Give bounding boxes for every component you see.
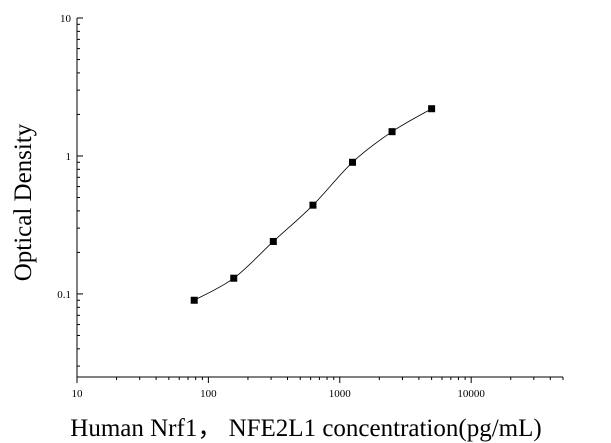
x-tick-label: 10 <box>72 388 84 400</box>
data-point <box>309 201 317 209</box>
data-point <box>349 158 357 166</box>
data-point <box>190 296 198 304</box>
x-axis-title: Human Nrf1， NFE2L1 concentration(pg/mL) <box>70 415 541 442</box>
data-point <box>230 274 238 282</box>
y-tick-label: 10 <box>60 13 72 25</box>
x-tick-label: 100 <box>200 388 217 400</box>
data-point <box>388 128 396 136</box>
y-axis-title: Optical Density <box>10 123 37 281</box>
ticks: 10 100 1000 10000 0.1 1 10 <box>57 13 564 400</box>
x-tick-label: 10000 <box>457 388 485 400</box>
y-tick-label: 1 <box>66 151 72 163</box>
data-point <box>269 237 277 245</box>
data-points <box>190 105 436 304</box>
x-tick-label: 1000 <box>329 388 352 400</box>
data-point <box>428 105 436 113</box>
y-tick-label: 0.1 <box>57 289 71 301</box>
